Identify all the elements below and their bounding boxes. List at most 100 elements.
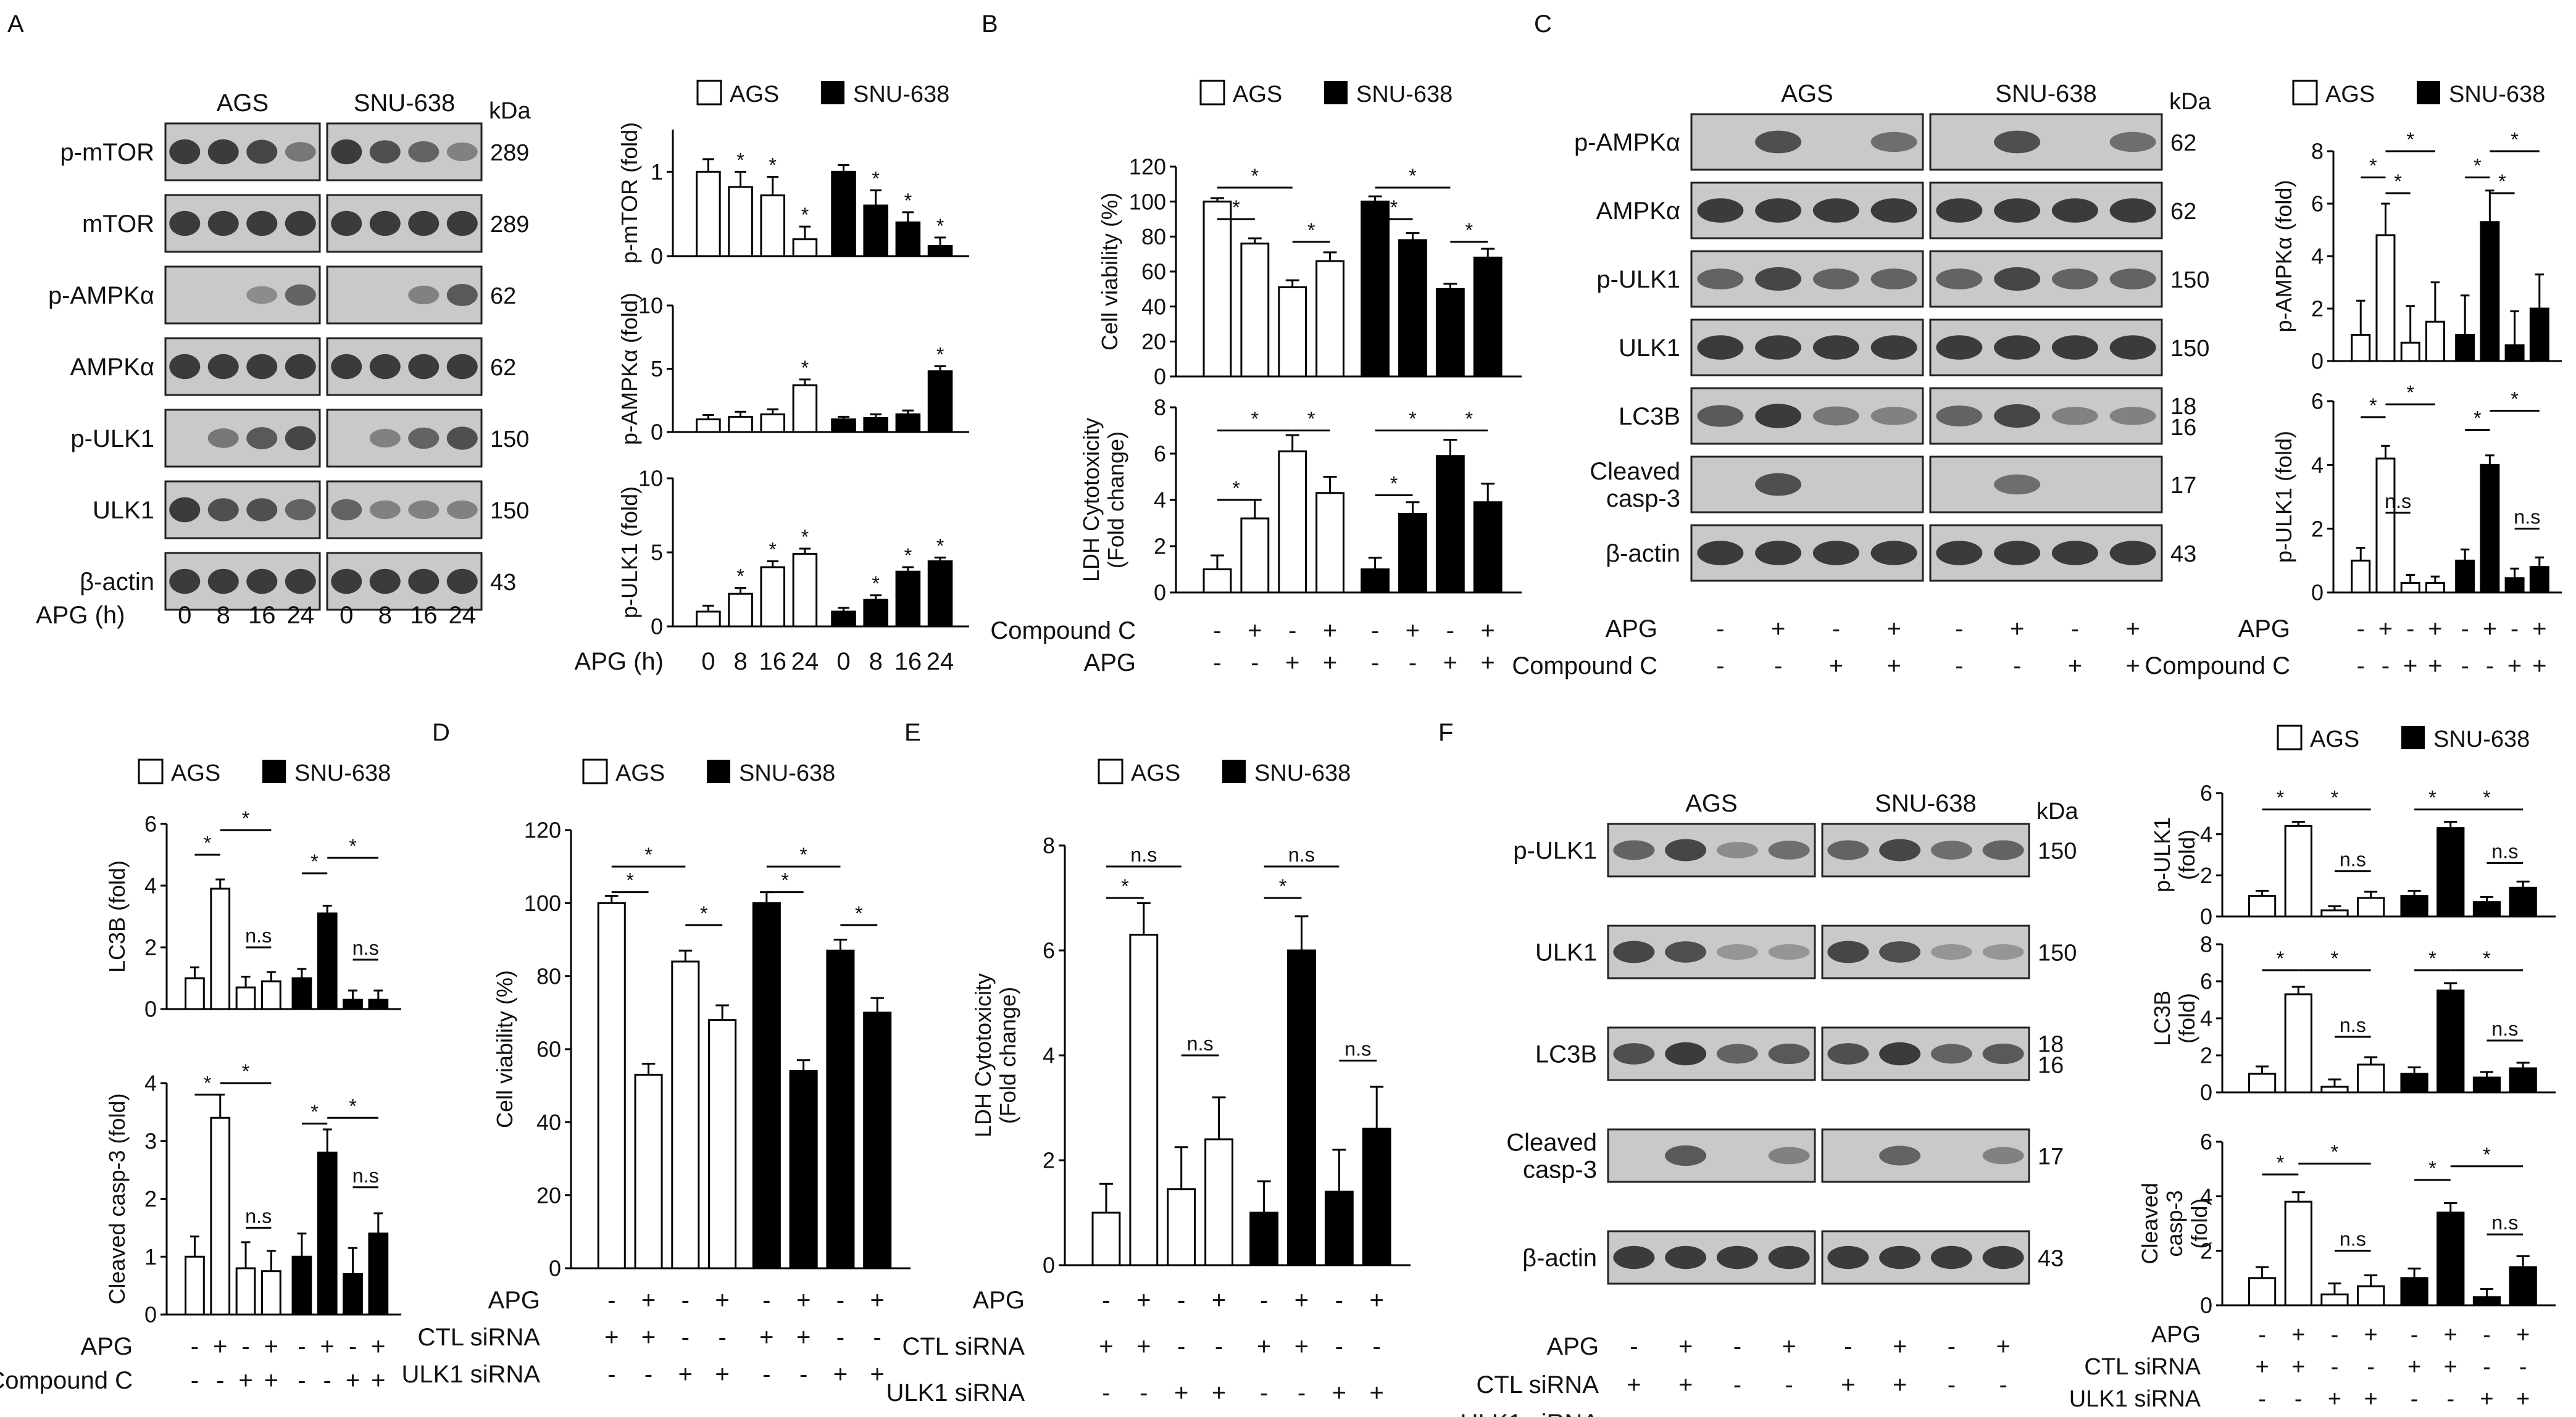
row-sign: +	[2125, 652, 2140, 679]
legend-swatch-ags	[2292, 80, 2318, 106]
blot-row-label: p-ULK1	[1513, 837, 1597, 865]
row-sign: +	[1730, 1410, 1744, 1417]
row-sign: -	[216, 1367, 224, 1394]
row-sign: -	[799, 1361, 807, 1388]
blot-band	[369, 354, 401, 380]
blot-band	[446, 142, 478, 162]
significance-label: *	[700, 902, 708, 925]
y-tick-label: 10	[638, 466, 663, 491]
bar-ags	[708, 1019, 737, 1269]
blot-band	[1982, 1147, 2024, 1165]
lane-label: 0	[340, 602, 353, 629]
row-sign: +	[833, 1361, 848, 1388]
legend-label-ags: AGS	[2325, 81, 2375, 107]
cell-line-label: SNU-638	[1875, 790, 1977, 817]
blot-band	[1982, 1245, 2024, 1269]
significance-label: n.s	[2340, 1014, 2366, 1036]
blot-band	[1716, 1044, 1758, 1064]
row-sign: -	[1733, 1371, 1741, 1398]
bar-ags	[210, 1116, 231, 1316]
blot-band	[331, 210, 362, 236]
significance-star: *	[936, 343, 944, 365]
row-sign: +	[1996, 1333, 2010, 1360]
row-sign: -	[2367, 1354, 2375, 1380]
blot-band	[1755, 541, 1802, 565]
y-tick-label: 120	[1129, 154, 1166, 180]
bar-snu638	[826, 949, 855, 1269]
significance-label: *	[1409, 165, 1417, 187]
row-sign: +	[264, 1367, 278, 1394]
row-sign: +	[796, 1287, 811, 1314]
significance-label: *	[2498, 170, 2506, 193]
legend-swatch-snu638	[1324, 81, 1348, 104]
chart-f-pulk1: 0 2 4 6 p-ULK1 (fold) * * n.s * * n.s	[2149, 781, 2556, 929]
blot-band	[1755, 267, 1802, 291]
row-sign: +	[2444, 1354, 2457, 1380]
bar-ags	[1278, 286, 1307, 378]
row-sign: 8	[733, 648, 747, 675]
row-sign: +	[641, 1324, 656, 1351]
bar-snu638	[2509, 1067, 2537, 1094]
y-tick-label: 6	[2200, 1129, 2212, 1155]
bar-ags	[792, 552, 818, 628]
row-sign: -	[2411, 1322, 2419, 1348]
y-tick-label: 4	[2200, 1184, 2212, 1209]
significance-star: *	[769, 154, 777, 177]
blot-band	[1755, 198, 1802, 223]
row-sign: -	[2071, 615, 2079, 642]
row-sign: -	[2258, 1386, 2266, 1412]
blot-band	[369, 140, 401, 164]
row-sign: -	[1409, 649, 1417, 676]
row-sign: +	[2403, 652, 2417, 679]
blot-band	[246, 568, 278, 594]
y-tick-label: 0	[144, 997, 157, 1022]
kda-marker: 150	[2038, 839, 2077, 865]
row-sign: -	[718, 1324, 726, 1351]
row-sign: +	[2407, 1354, 2421, 1380]
legend: AGS SNU-638	[2277, 725, 2530, 752]
row-sign: -	[682, 1287, 690, 1314]
row-label: ULK1 siRNA	[1460, 1410, 1599, 1417]
kda-header: kDa	[2036, 799, 2078, 825]
blot-band	[1994, 404, 2041, 428]
row-sign: +	[1627, 1371, 1641, 1398]
row-sign: -	[1733, 1333, 1741, 1360]
row-sign: 24	[927, 648, 954, 675]
y-tick-label: 4	[1154, 488, 1166, 513]
row-label: CTL siRNA	[902, 1333, 1025, 1360]
row-sign: +	[1945, 1410, 1959, 1417]
row-sign: +	[2328, 1386, 2341, 1412]
bar-snu638	[895, 221, 921, 257]
blot-band	[2051, 541, 2098, 565]
significance-label: n.s	[1288, 844, 1315, 866]
bar-snu638	[2509, 1266, 2537, 1307]
kda-marker: 17	[2038, 1144, 2064, 1170]
y-axis-label: (Fold change)	[995, 987, 1020, 1124]
row-sign: -	[1102, 1287, 1110, 1314]
row-sign: +	[2532, 652, 2546, 679]
bar-ags	[2351, 559, 2371, 594]
y-tick-label: 2	[2311, 516, 2324, 541]
bar-snu638	[863, 599, 888, 628]
blot-row-label: ULK1	[1619, 335, 1680, 362]
blot-band	[446, 568, 478, 594]
y-tick-label: 4	[2200, 821, 2212, 847]
row-sign: -	[2357, 615, 2365, 642]
row-sign: -	[607, 1287, 615, 1314]
blot-band	[1755, 473, 1802, 496]
blot-band	[2051, 407, 2098, 425]
row-sign: -	[2461, 652, 2469, 679]
blot-band	[1812, 335, 1859, 360]
row-sign: +	[238, 1367, 252, 1394]
y-tick-label: 60	[536, 1037, 561, 1062]
significance-label: *	[1251, 165, 1259, 187]
row-sign: +	[1829, 652, 1843, 679]
kda-header: kDa	[2169, 89, 2211, 115]
bar-snu638	[2509, 886, 2537, 918]
row-sign: +	[2444, 1322, 2457, 1348]
row-sign: +	[604, 1324, 619, 1351]
significance-label: *	[2474, 155, 2482, 177]
y-tick-label: 8	[2200, 932, 2212, 957]
blot-band	[1613, 1043, 1655, 1065]
